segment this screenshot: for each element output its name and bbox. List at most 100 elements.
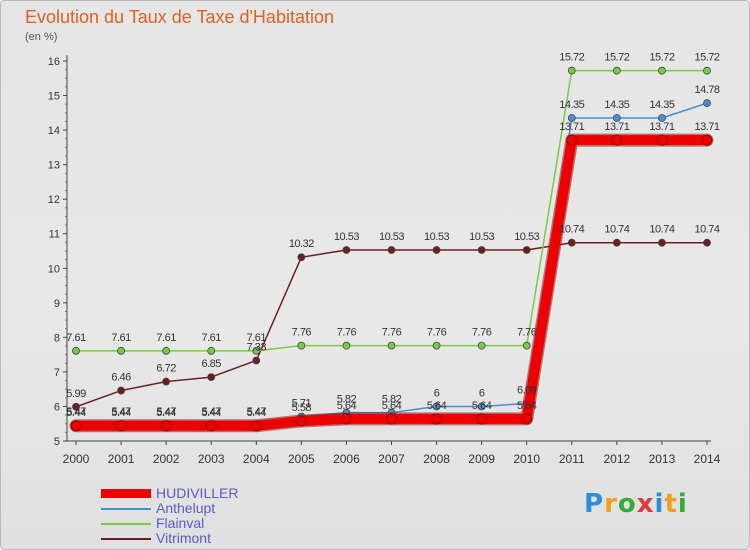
x-tick-label: 2008 — [423, 452, 450, 466]
data-label: 5.99 — [66, 388, 86, 400]
data-point — [432, 246, 441, 254]
proxiti-logo: Proxiti — [584, 489, 688, 519]
data-label: 5.44 — [111, 407, 131, 419]
data-label: 13.71 — [694, 121, 719, 133]
data-point — [342, 341, 351, 350]
legend-item: Flainval — [101, 515, 401, 532]
data-point — [386, 413, 397, 425]
data-label: 5.64 — [517, 400, 537, 412]
data-point — [612, 66, 621, 75]
data-point — [522, 341, 531, 350]
data-label: 7.76 — [292, 327, 312, 339]
data-point — [611, 134, 623, 146]
data-point — [476, 413, 488, 425]
x-tick-label: 2000 — [63, 452, 90, 466]
y-tick-label: 10 — [48, 263, 60, 275]
data-label: 5.44 — [247, 407, 267, 419]
data-label: 7.61 — [66, 332, 86, 344]
x-tick-label: 2002 — [153, 452, 180, 466]
data-point — [115, 420, 127, 432]
data-point — [703, 66, 711, 75]
data-point — [297, 341, 306, 350]
logo-letter: r — [604, 489, 618, 519]
data-point — [72, 346, 80, 355]
data-point — [658, 114, 666, 122]
data-point — [340, 413, 352, 425]
data-point — [658, 66, 666, 75]
data-label: 15.72 — [559, 52, 584, 64]
series-line-shadow — [69, 133, 714, 433]
data-label: 5.64 — [337, 400, 357, 412]
data-label: 5.82 — [337, 394, 357, 406]
data-label: 6.09 — [517, 384, 537, 396]
chart-title: Evolution du Taux de Taxe d'Habitation — [25, 7, 334, 27]
data-point — [567, 114, 576, 122]
x-tick-label: 2001 — [108, 452, 135, 466]
data-point — [701, 134, 713, 146]
data-label: 10.53 — [469, 231, 494, 243]
data-point — [522, 246, 531, 254]
x-tick-label: 2009 — [468, 452, 495, 466]
data-label: 13.71 — [604, 121, 629, 133]
data-label: 5.44 — [202, 407, 222, 419]
legend-item: HUDIVILLER — [101, 485, 401, 502]
data-label: 5.47 — [111, 406, 131, 418]
chart-subtitle: (en %) — [25, 31, 58, 43]
y-tick-label: 15 — [48, 91, 60, 103]
legend-label: Anthelupt — [156, 500, 216, 516]
data-point — [70, 420, 82, 432]
x-tick-label: 2013 — [649, 452, 676, 466]
x-tick-label: 2005 — [288, 452, 315, 466]
data-label: 5.47 — [156, 406, 176, 418]
data-label: 5.64 — [427, 400, 447, 412]
data-label: 7.76 — [427, 327, 447, 339]
data-label: 5.44 — [66, 407, 86, 419]
x-tick-label: 2006 — [333, 452, 360, 466]
legend-label: Flainval — [156, 515, 205, 531]
data-label: 7.76 — [472, 327, 492, 339]
data-point — [205, 420, 217, 432]
y-tick-label: 12 — [48, 194, 60, 206]
data-label: 10.53 — [334, 231, 359, 243]
series-line-flainval — [75, 69, 708, 352]
data-point — [250, 420, 262, 432]
legend-item: Vitrimont — [101, 530, 401, 547]
legend-swatch — [101, 489, 151, 498]
x-tick-label: 2011 — [559, 452, 585, 466]
data-label: 7.61 — [202, 332, 222, 344]
y-tick-label: 5 — [54, 436, 60, 448]
data-point — [567, 238, 576, 247]
logo-letter: P — [584, 489, 605, 519]
y-tick-label: 13 — [48, 160, 60, 172]
data-label: 7.33 — [247, 342, 267, 354]
data-point — [295, 415, 307, 427]
data-point — [207, 373, 216, 381]
logo-letter: o — [617, 489, 637, 519]
data-label: 10.53 — [424, 231, 449, 243]
data-label: 5.47 — [247, 406, 267, 418]
data-label: 5.64 — [382, 400, 402, 412]
logo-letter: x — [636, 489, 655, 519]
series-line-hudiviller — [71, 135, 712, 431]
data-label: 7.61 — [111, 332, 131, 344]
data-label: 7.76 — [337, 327, 357, 339]
data-label: 6.72 — [156, 363, 176, 375]
data-point — [703, 238, 711, 247]
data-point — [117, 346, 125, 355]
data-point — [297, 253, 306, 262]
data-label: 7.76 — [382, 327, 402, 339]
x-tick-label: 2004 — [243, 452, 270, 466]
data-label: 10.74 — [649, 224, 674, 236]
data-label: 5.71 — [292, 397, 312, 409]
data-point — [117, 386, 125, 395]
y-tick-label: 9 — [54, 298, 60, 310]
data-label: 5.47 — [66, 406, 86, 418]
data-point — [207, 346, 216, 355]
legend-label: Vitrimont — [156, 530, 211, 546]
x-tick-label: 2010 — [513, 452, 540, 466]
data-label: 14.78 — [694, 84, 719, 96]
data-point — [387, 246, 396, 254]
data-label: 13.71 — [559, 121, 584, 133]
data-label: 10.53 — [514, 231, 539, 243]
